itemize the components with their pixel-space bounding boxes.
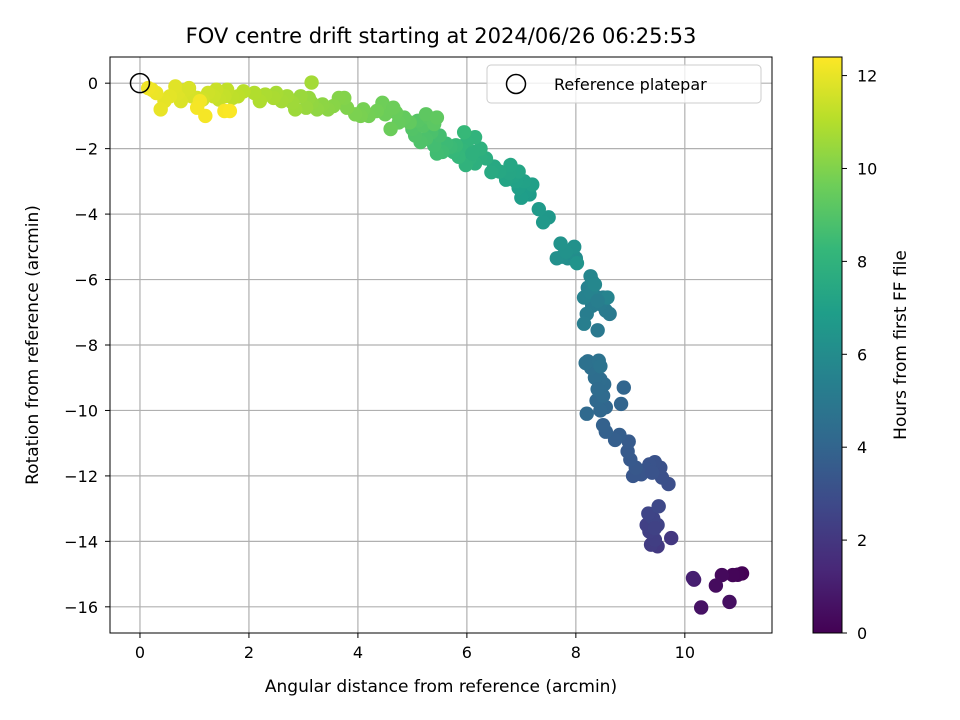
- y-tick-label: −14: [64, 532, 98, 551]
- colorbar-tick-label: 4: [857, 438, 867, 457]
- data-point: [429, 110, 445, 125]
- legend: Reference platepar: [486, 64, 762, 104]
- x-axis-ticks: 0 2 4 6 8 10: [135, 633, 695, 662]
- data-point: [484, 165, 499, 180]
- data-point: [587, 277, 603, 292]
- y-tick-label: −4: [74, 205, 98, 224]
- data-point: [714, 567, 730, 583]
- colorbar-tick-label: 0: [857, 624, 867, 643]
- plot-area: 0 2 4 6 8 10 0 −2 −4 −6 −8 −10 −12 −14 −16: [64, 56, 773, 662]
- reference-marker: [129, 72, 151, 94]
- data-point: [465, 146, 480, 161]
- colorbar: 0 2 4 6 8 10 12 Hours from first FF file: [812, 56, 911, 643]
- data-point: [386, 100, 401, 115]
- data-point: [590, 323, 605, 338]
- data-point: [222, 103, 238, 119]
- data-point: [553, 236, 568, 251]
- y-axis-ticks: 0 −2 −4 −6 −8 −10 −12 −14 −16: [64, 74, 110, 617]
- data-point: [708, 578, 724, 593]
- colorbar-tick-label: 10: [857, 159, 877, 178]
- data-point: [722, 594, 737, 610]
- data-point: [593, 359, 608, 374]
- data-point: [616, 380, 631, 395]
- data-point: [503, 157, 518, 173]
- colorbar-label: Hours from first FF file: [891, 250, 911, 440]
- data-point: [418, 107, 434, 122]
- legend-entry-reference: Reference platepar: [554, 75, 707, 94]
- data-point: [298, 100, 314, 115]
- data-point: [578, 355, 593, 371]
- data-point: [647, 521, 663, 536]
- y-tick-label: −2: [74, 140, 98, 159]
- chart-title: FOV centre drift starting at 2024/06/26 …: [186, 24, 697, 48]
- data-point: [685, 570, 701, 586]
- colorbar-tick-label: 6: [857, 345, 867, 364]
- colorbar-tick-label: 12: [857, 67, 877, 86]
- data-point: [595, 417, 611, 433]
- colorbar-gradient: [812, 56, 843, 634]
- data-point: [590, 293, 605, 309]
- data-point: [576, 316, 592, 331]
- data-point: [531, 201, 547, 217]
- data-point: [613, 396, 629, 412]
- x-tick-label: 8: [571, 643, 581, 662]
- reference-platepar-marker: [129, 72, 151, 94]
- x-tick-label: 0: [135, 643, 145, 662]
- data-point: [644, 465, 660, 480]
- data-point: [456, 125, 472, 140]
- data-point: [247, 85, 262, 101]
- data-point: [304, 75, 319, 90]
- data-point: [607, 432, 623, 448]
- x-tick-label: 4: [353, 643, 363, 662]
- y-tick-label: −8: [74, 336, 98, 355]
- x-tick-label: 10: [675, 643, 695, 662]
- data-point: [651, 499, 666, 514]
- x-axis-label: Angular distance from reference (arcmin): [265, 677, 617, 697]
- data-point: [535, 215, 551, 230]
- data-point: [693, 600, 709, 615]
- y-tick-label: −6: [74, 271, 98, 290]
- data-point: [725, 567, 740, 583]
- y-axis-label: Rotation from reference (arcmin): [23, 205, 43, 485]
- data-point: [189, 100, 205, 115]
- y-tick-label: −10: [64, 401, 98, 420]
- data-point: [153, 102, 168, 117]
- data-point: [590, 381, 605, 397]
- colorbar-tick-label: 2: [857, 531, 867, 550]
- legend-box: [486, 64, 762, 104]
- y-tick-label: −12: [64, 467, 98, 486]
- y-tick-label: −16: [64, 598, 98, 617]
- data-point: [383, 121, 398, 137]
- x-tick-label: 2: [244, 643, 254, 662]
- x-tick-label: 6: [462, 643, 472, 662]
- data-point: [569, 255, 585, 271]
- legend-marker-icon: [505, 73, 527, 95]
- colorbar-ticks: 0 2 4 6 8 10 12: [842, 67, 877, 643]
- data-point: [641, 506, 656, 521]
- colorbar-tick-label: 8: [857, 252, 867, 271]
- data-point: [181, 80, 197, 96]
- data-point: [579, 406, 594, 421]
- data-points: [140, 75, 750, 615]
- data-point: [664, 530, 679, 546]
- y-tick-label: 0: [88, 74, 98, 93]
